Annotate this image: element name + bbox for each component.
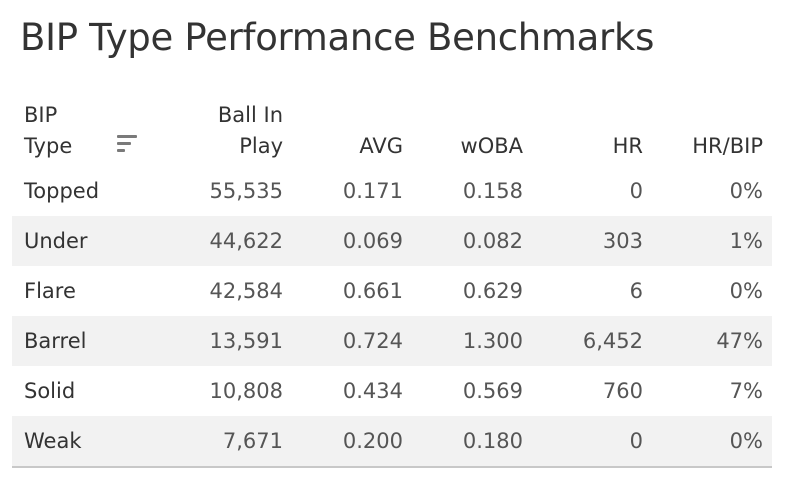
cell-bip-type: Solid xyxy=(24,379,76,403)
cell-bip-type: Barrel xyxy=(24,329,87,353)
cell-bip-type: Flare xyxy=(24,279,76,303)
cell-hr: 6,452 xyxy=(582,329,643,353)
table-row[interactable]: Barrel 13,591 0.724 1.300 6,452 47% xyxy=(12,316,772,366)
header-bip-type-line2: Type xyxy=(24,134,73,158)
cell-ball-in-play: 55,535 xyxy=(209,179,283,203)
cell-avg: 0.661 xyxy=(342,279,403,303)
table-bottom-border xyxy=(12,466,772,468)
cell-woba: 0.629 xyxy=(462,279,523,303)
cell-woba: 0.569 xyxy=(462,379,523,403)
cell-avg: 0.200 xyxy=(342,429,403,453)
cell-avg: 0.724 xyxy=(342,329,403,353)
cell-ball-in-play: 7,671 xyxy=(222,429,283,453)
cell-hr-bip: 0% xyxy=(729,279,763,303)
header-hr[interactable]: HR xyxy=(612,134,643,158)
cell-hr: 303 xyxy=(602,229,643,253)
cell-hr: 0 xyxy=(629,429,643,453)
header-ball-in-play[interactable]: Ball In Play xyxy=(218,100,283,162)
header-bip-type-line1: BIP xyxy=(24,103,58,127)
header-avg[interactable]: AVG xyxy=(359,134,403,158)
cell-hr-bip: 0% xyxy=(729,429,763,453)
cell-hr-bip: 47% xyxy=(716,329,763,353)
cell-bip-type: Topped xyxy=(24,179,100,203)
cell-woba: 0.180 xyxy=(462,429,523,453)
cell-bip-type: Weak xyxy=(24,429,82,453)
cell-hr-bip: 0% xyxy=(729,179,763,203)
cell-hr: 6 xyxy=(629,279,643,303)
cell-woba: 0.158 xyxy=(462,179,523,203)
cell-avg: 0.069 xyxy=(342,229,403,253)
table-row[interactable]: Topped 55,535 0.171 0.158 0 0% xyxy=(12,166,772,216)
benchmarks-table: BIP Type Ball In Play AVG wOBA HR HR/BIP… xyxy=(12,96,772,468)
header-bip-type[interactable]: BIP Type xyxy=(24,100,72,162)
cell-ball-in-play: 10,808 xyxy=(209,379,283,403)
cell-ball-in-play: 42,584 xyxy=(209,279,283,303)
table-row[interactable]: Weak 7,671 0.200 0.180 0 0% xyxy=(12,416,772,466)
table-row[interactable]: Under 44,622 0.069 0.082 303 1% xyxy=(12,216,772,266)
page-title: BIP Type Performance Benchmarks xyxy=(20,16,655,59)
header-hr-bip[interactable]: HR/BIP xyxy=(692,134,763,158)
cell-ball-in-play: 13,591 xyxy=(209,329,283,353)
cell-avg: 0.171 xyxy=(342,179,403,203)
table-row[interactable]: Flare 42,584 0.661 0.629 6 0% xyxy=(12,266,772,316)
header-ball-in-play-line1: Ball In xyxy=(217,103,283,127)
header-ball-in-play-line2: Play xyxy=(239,134,283,158)
cell-bip-type: Under xyxy=(24,229,88,253)
cell-hr: 0 xyxy=(629,179,643,203)
header-woba[interactable]: wOBA xyxy=(460,134,523,158)
cell-hr: 760 xyxy=(602,379,643,403)
sort-descending-icon[interactable] xyxy=(117,134,139,154)
cell-ball-in-play: 44,622 xyxy=(209,229,283,253)
cell-woba: 1.300 xyxy=(462,329,523,353)
cell-woba: 0.082 xyxy=(462,229,523,253)
cell-hr-bip: 1% xyxy=(729,229,763,253)
table-row[interactable]: Solid 10,808 0.434 0.569 760 7% xyxy=(12,366,772,416)
cell-hr-bip: 7% xyxy=(729,379,763,403)
table-header: BIP Type Ball In Play AVG wOBA HR HR/BIP xyxy=(12,96,772,166)
cell-avg: 0.434 xyxy=(342,379,403,403)
